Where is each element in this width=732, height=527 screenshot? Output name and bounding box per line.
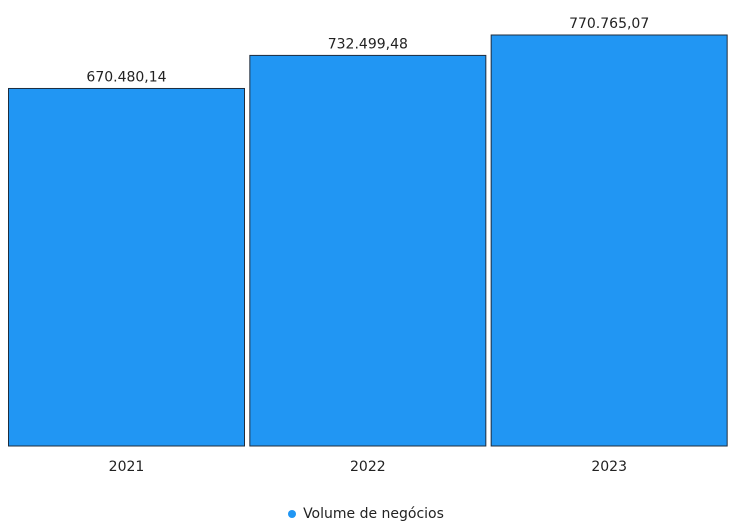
legend-marker [288, 510, 297, 518]
x-tick-2022: 2022 [350, 459, 386, 475]
data-label-2021: 670.480,14 [86, 69, 166, 85]
legend-label: Volume de negócios [303, 506, 444, 522]
bar-2023 [490, 34, 728, 447]
bar-2021 [8, 87, 245, 447]
data-label-2023: 770.765,07 [569, 16, 649, 32]
data-label-2022: 732.499,48 [328, 36, 408, 52]
legend: Volume de negócios [0, 506, 732, 522]
bar-2022 [249, 54, 487, 447]
x-tick-2023: 2023 [591, 459, 627, 475]
x-tick-2021: 2021 [109, 459, 145, 475]
